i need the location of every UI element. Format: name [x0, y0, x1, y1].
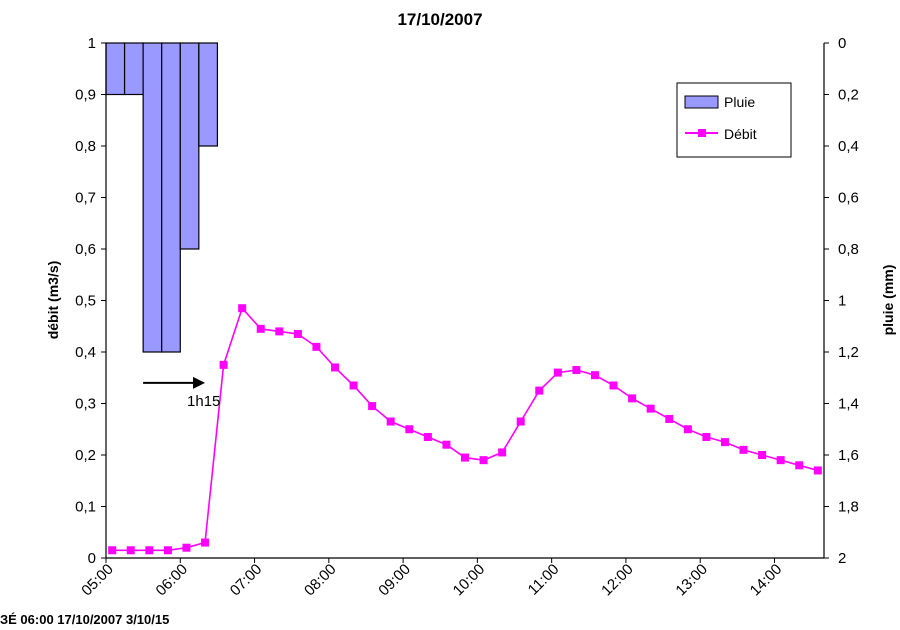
legend: Pluie Débit	[676, 82, 792, 158]
annotation-1h15: 1h15	[143, 376, 220, 410]
left-axis-label: débit (m3/s)	[45, 261, 61, 340]
debit-point	[405, 425, 414, 434]
debit-point	[423, 432, 432, 441]
legend-debit-marker	[698, 129, 706, 137]
debit-point	[535, 386, 544, 395]
left-tick-label: 0	[88, 550, 96, 567]
pluie-bar	[142, 42, 163, 353]
annotation-label: 1h15	[187, 393, 220, 410]
debit-series	[108, 304, 822, 555]
x-tick-label: 12:00	[598, 561, 637, 600]
debit-point	[461, 453, 469, 462]
debit-point	[331, 363, 340, 372]
left-axis-ticks: 0 0,1 0,2 0,3 0,4 0,5 0,6 0,7 0,8 0,9 1	[75, 35, 106, 567]
left-tick-label: 0,8	[75, 138, 96, 155]
legend-pluie-swatch	[684, 95, 719, 109]
debit-point	[553, 368, 562, 377]
x-tick-label: 13:00	[672, 561, 711, 600]
left-tick-label: 0,1	[75, 499, 96, 516]
debit-point	[201, 538, 210, 547]
debit-point	[572, 366, 581, 375]
x-axis-ticks: 05:00 06:00 07:00 08:00 09:00 10:00 11:00 12:00…	[78, 558, 785, 599]
debit-point	[720, 438, 729, 447]
left-tick-label: 0,7	[75, 190, 96, 207]
left-tick-label: 0,4	[75, 344, 96, 361]
debit-point	[163, 546, 172, 555]
debit-point	[739, 445, 748, 454]
pluie-bars	[105, 42, 219, 353]
left-tick-label: 1	[88, 35, 96, 52]
pluie-bar	[179, 42, 200, 250]
right-axis-ticks: 0 0,2 0,4 0,6 0,8 1 1,2 1,4 1,6 1,8 2	[824, 35, 859, 567]
debit-point	[590, 371, 599, 380]
right-tick-label: 1,4	[838, 396, 859, 413]
left-tick-label: 0,9	[75, 87, 96, 104]
x-tick-label: 10:00	[450, 561, 489, 600]
debit-point	[479, 456, 488, 465]
legend-debit-label: Débit	[724, 126, 757, 142]
debit-point	[498, 448, 507, 457]
debit-point	[349, 381, 358, 390]
debit-point	[628, 394, 637, 403]
debit-point	[368, 402, 377, 411]
debit-point	[386, 417, 395, 426]
debit-point	[516, 417, 525, 426]
left-tick-label: 0,5	[75, 293, 96, 310]
pluie-bar	[123, 42, 144, 96]
debit-point	[238, 304, 247, 313]
legend-pluie-label: Pluie	[724, 94, 755, 110]
right-tick-label: 0,4	[838, 138, 859, 155]
figure-caption: ЗÉ 06:00 17/10/2007 3/10/15	[0, 612, 170, 627]
right-tick-label: 0	[838, 35, 846, 52]
annotation-arrow-head	[193, 376, 206, 389]
debit-point	[126, 546, 135, 555]
pluie-bar	[198, 42, 219, 147]
debit-point	[275, 327, 284, 336]
debit-point	[312, 342, 321, 351]
x-tick-label: 06:00	[153, 561, 192, 600]
debit-point	[758, 451, 767, 459]
right-tick-label: 1,2	[838, 344, 859, 361]
x-tick-label: 07:00	[227, 561, 266, 600]
debit-point	[219, 360, 228, 369]
right-tick-label: 1,6	[838, 447, 859, 464]
right-tick-label: 1	[838, 293, 846, 310]
debit-line	[112, 306, 819, 552]
x-tick-label: 05:00	[78, 561, 117, 600]
debit-point	[293, 329, 302, 338]
left-tick-label: 0,3	[75, 396, 96, 413]
right-tick-label: 0,2	[838, 87, 859, 104]
debit-point	[795, 461, 804, 470]
right-axis-label: pluie (mm)	[880, 265, 896, 336]
debit-point	[646, 404, 655, 413]
pluie-bar	[161, 42, 181, 353]
x-tick-label: 09:00	[375, 561, 414, 600]
debit-point	[776, 456, 785, 465]
right-tick-label: 2	[838, 550, 846, 567]
x-tick-label: 11:00	[525, 561, 563, 599]
debit-point	[702, 432, 711, 441]
debit-point	[442, 440, 451, 449]
right-tick-label: 0,6	[838, 190, 859, 207]
pluie-bar	[105, 42, 126, 96]
debit-point	[609, 381, 618, 390]
left-tick-label: 0,2	[75, 447, 96, 464]
legend-box	[676, 82, 792, 158]
debit-point	[182, 543, 191, 552]
debit-point	[813, 466, 822, 475]
left-tick-label: 0,6	[75, 241, 96, 258]
debit-point	[256, 324, 265, 333]
debit-point	[665, 414, 674, 423]
debit-point	[683, 425, 692, 434]
x-tick-label: 14:00	[747, 561, 786, 600]
x-tick-label: 08:00	[301, 561, 340, 600]
debit-point	[108, 546, 117, 555]
debit-point	[145, 546, 154, 555]
right-tick-label: 0,8	[838, 241, 859, 258]
right-tick-label: 1,8	[838, 499, 859, 516]
chart-title: 17/10/2007	[397, 10, 482, 29]
